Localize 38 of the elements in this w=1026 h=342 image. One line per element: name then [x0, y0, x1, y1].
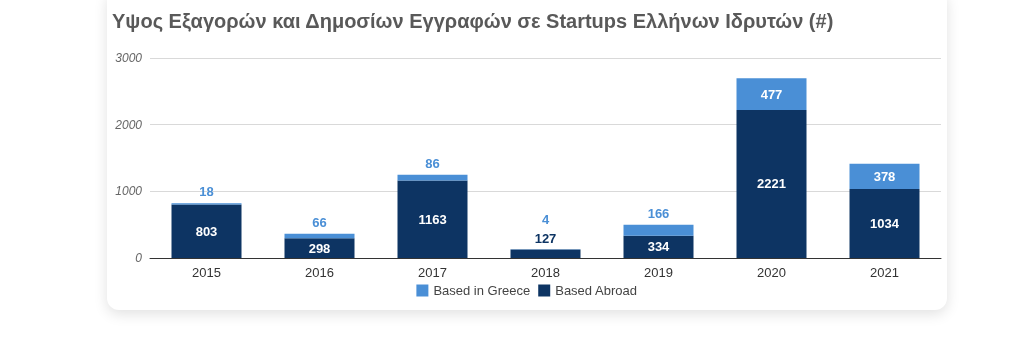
data-label: 66: [312, 214, 327, 230]
data-label: 1034: [870, 216, 900, 232]
x-tick-label: 2021: [870, 265, 899, 280]
x-tick-label: 2015: [192, 265, 221, 280]
bar: [849, 163, 920, 190]
x-tick-label: 2018: [531, 265, 560, 280]
chart-title: Υψος Εξαγορών και Δημοσίων Εγγραφών σε Startups Ελλήνων Ιδρυτών (#): [112, 10, 834, 32]
y-tick-label: 2000: [114, 117, 143, 132]
x-tick-label: 2020: [757, 265, 786, 280]
bar: [623, 235, 694, 258]
x-tick-label: 2019: [644, 265, 673, 280]
y-tick-label: 1000: [115, 184, 143, 199]
data-label: 86: [425, 155, 440, 171]
data-label: 334: [647, 239, 671, 255]
bar: [510, 249, 581, 258]
bar: [397, 180, 468, 258]
data-label: 1163: [418, 211, 447, 227]
y-tick-label: 3000: [115, 51, 143, 65]
bar: [849, 189, 920, 258]
data-label: 298: [308, 240, 331, 256]
data-label: 4: [541, 212, 550, 228]
y-tick-label: 0: [135, 251, 143, 265]
data-label: 166: [647, 205, 670, 221]
data-label: 127: [534, 230, 557, 246]
data-label: 803: [195, 223, 218, 239]
bar: [284, 233, 355, 239]
x-tick-label: 2016: [305, 265, 334, 280]
bar: [736, 78, 807, 110]
data-label: 18: [199, 184, 214, 200]
data-label: 2221: [757, 176, 786, 192]
data-label: 477: [760, 86, 783, 102]
bar: [736, 109, 807, 258]
bar: [623, 224, 694, 236]
legend-label: Based in Greece: [433, 283, 531, 298]
legend-label: Based Abroad: [555, 283, 637, 298]
bar: [171, 204, 242, 258]
x-tick-label: 2017: [418, 265, 447, 280]
data-label: 378: [873, 168, 896, 184]
